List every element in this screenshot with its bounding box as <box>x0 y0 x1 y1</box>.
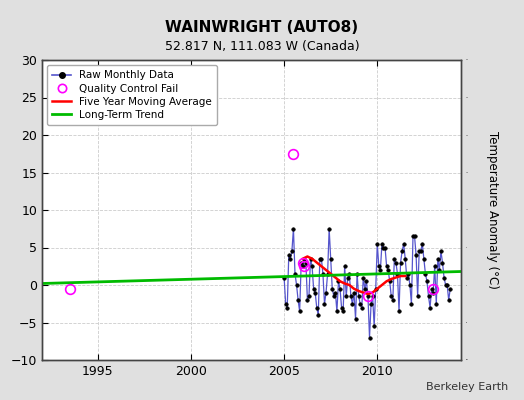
Legend: Raw Monthly Data, Quality Control Fail, Five Year Moving Average, Long-Term Tren: Raw Monthly Data, Quality Control Fail, … <box>47 65 217 125</box>
Y-axis label: Temperature Anomaly (°C): Temperature Anomaly (°C) <box>486 131 498 289</box>
Text: WAINWRIGHT (AUTO8): WAINWRIGHT (AUTO8) <box>166 20 358 35</box>
Text: 52.817 N, 111.083 W (Canada): 52.817 N, 111.083 W (Canada) <box>165 40 359 53</box>
Text: Berkeley Earth: Berkeley Earth <box>426 382 508 392</box>
